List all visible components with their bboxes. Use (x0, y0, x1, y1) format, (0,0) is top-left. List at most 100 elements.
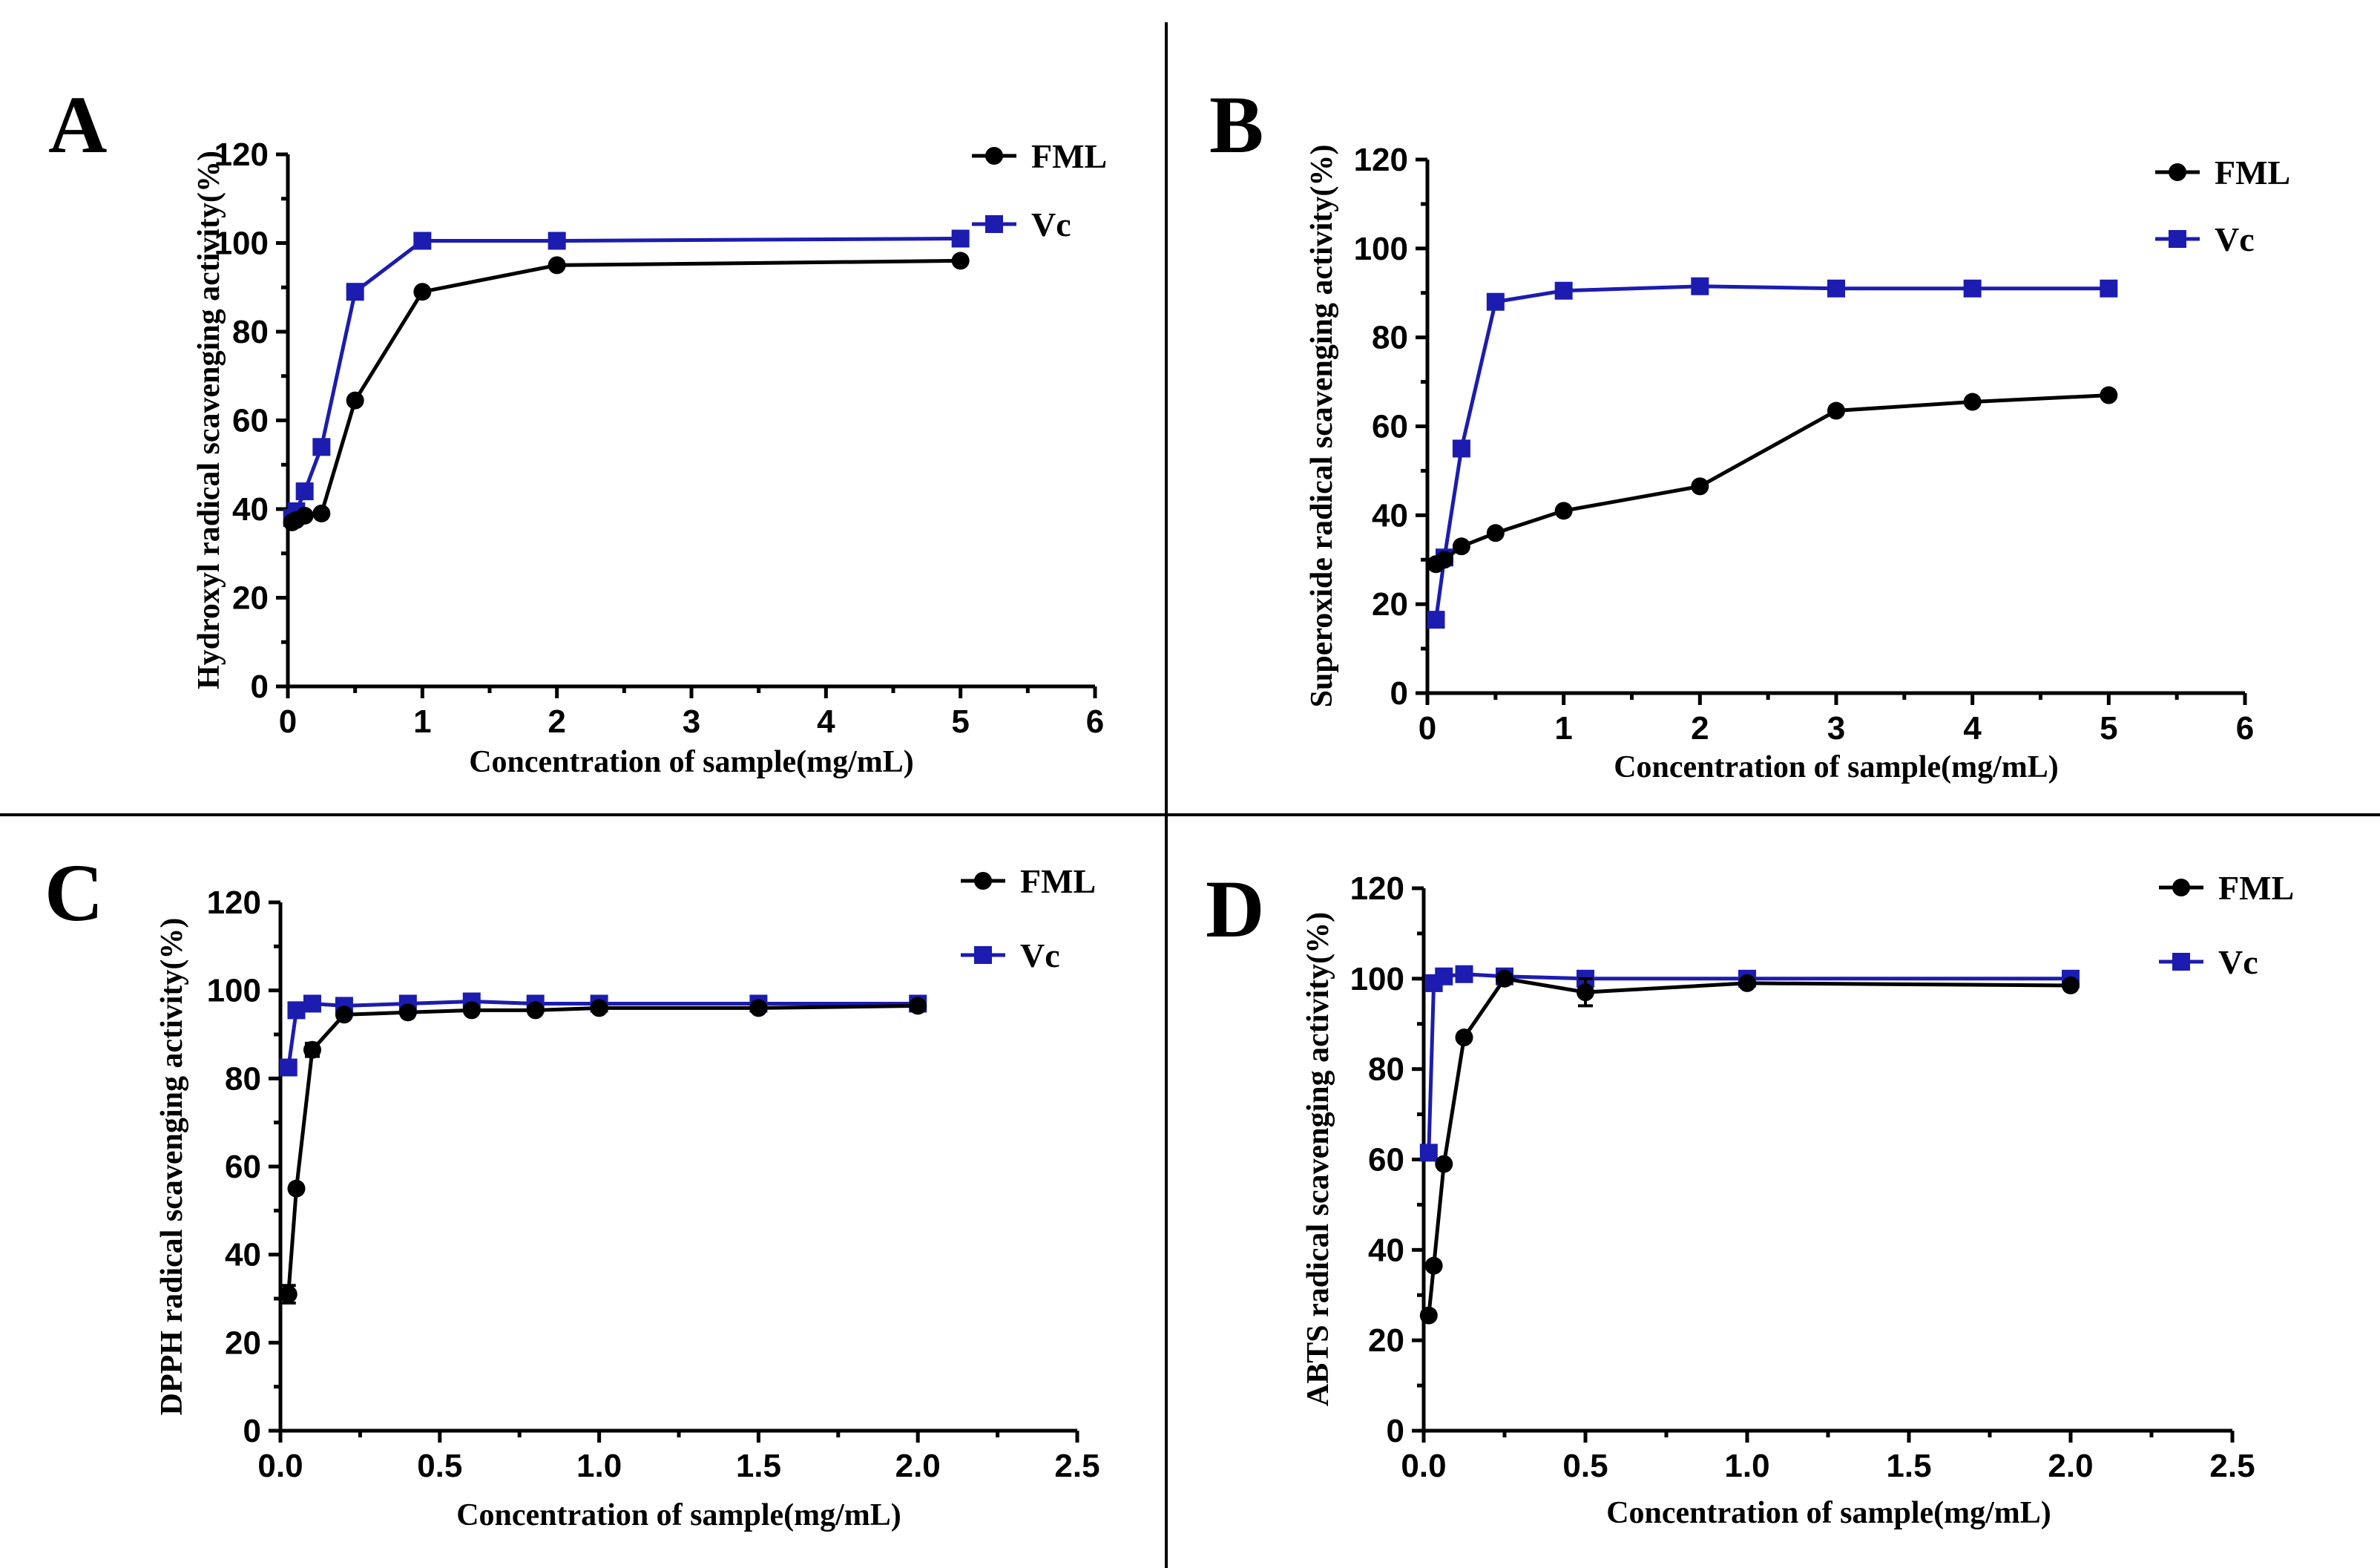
series-line-vc (1434, 284, 2109, 620)
data-point-fml (295, 506, 314, 525)
data-point-fml (1577, 983, 1594, 1002)
y-tick-label: 40 (1368, 1232, 1404, 1268)
x-axis-title: Concentration of sample(mg/mL) (1606, 1496, 2051, 1530)
x-tick-label: 1.5 (736, 1448, 781, 1484)
x-axis-title: Concentration of sample(mg/mL) (469, 745, 914, 779)
panel-letter-a: A (48, 79, 107, 170)
x-tick-label: 1.5 (1886, 1448, 1931, 1484)
x-tick-label: 1 (413, 703, 431, 740)
data-point-vc (303, 994, 321, 1013)
x-tick-label: 1 (1554, 710, 1572, 747)
data-point-fml (909, 997, 927, 1015)
data-point-vc (413, 232, 432, 250)
x-tick-label: 2.5 (1054, 1448, 1099, 1484)
panel-c: C 0 20 40 60 80 100 120 0.0 0.5 1.0 1.5 2.0 2.5 Concen… (45, 847, 1100, 1532)
legend-label-vc: Vc (1020, 936, 1060, 974)
x-tick-label: 0.5 (1562, 1448, 1608, 1484)
y-tick-label: 60 (1372, 409, 1408, 445)
y-axis-title: DPPH radical scavenging activity(%) (155, 918, 189, 1416)
data-point-fml (2062, 976, 2080, 994)
y-axis-title: ABTS radical scavenging activity(%) (1301, 912, 1335, 1406)
legend-label-fml: FML (2218, 869, 2294, 907)
series-line-vc (290, 237, 961, 519)
y-tick-label: 40 (232, 491, 269, 528)
x-tick-label: 2 (548, 703, 565, 740)
data-point-fml (1419, 1306, 1438, 1325)
x-tick-label: 1.0 (1724, 1448, 1769, 1484)
series-line-fml (1435, 393, 2109, 566)
y-tick-label: 80 (232, 314, 269, 350)
x-tick-label: 4 (817, 703, 835, 740)
x-tick-label: 2.0 (2048, 1448, 2093, 1484)
x-axis-title: Concentration of sample(mg/mL) (456, 1498, 901, 1532)
data-point-fml (346, 391, 364, 410)
x-tick-label: 5 (951, 703, 969, 740)
x-tick-label: 0.0 (257, 1448, 303, 1484)
data-point-vc (287, 1001, 306, 1020)
x-tick-label: 3 (1827, 710, 1845, 747)
y-tick-label: 20 (1372, 586, 1408, 623)
data-point-fml (413, 283, 432, 301)
legend-label-vc: Vc (1031, 206, 1071, 243)
y-tick-label: 120 (1350, 870, 1404, 907)
data-point-fml (1486, 524, 1505, 542)
y-tick-label: 80 (1372, 320, 1408, 356)
y-tick-label: 0 (1387, 1413, 1404, 1449)
data-point-vc (279, 1058, 298, 1077)
y-tick-label: 120 (214, 137, 269, 173)
data-point-fml (1691, 477, 1709, 496)
data-point-fml (335, 1006, 353, 1024)
data-point-vc (1827, 279, 1845, 298)
data-point-fml (1435, 1155, 1453, 1173)
data-point-fml (1452, 537, 1470, 556)
data-point-vc (1419, 1144, 1438, 1162)
panel-d: D 0 20 40 60 80 100 120 0.0 0.5 1.0 1.5 2.0 2.5 Concen… (1206, 864, 2294, 1530)
data-point-vc (295, 482, 314, 501)
y-tick-label: 20 (232, 580, 269, 617)
data-point-fml (1554, 502, 1573, 520)
y-tick-label: 20 (1368, 1322, 1404, 1359)
data-point-vc (1963, 279, 1982, 298)
data-point-fml (749, 999, 768, 1017)
legend-marker-vc (985, 215, 1003, 233)
legend-marker-fml (985, 147, 1003, 165)
x-tick-label: 0 (279, 703, 297, 740)
x-tick-label: 2 (1691, 710, 1709, 747)
y-tick-label: 60 (1368, 1142, 1404, 1178)
data-point-vc (1427, 611, 1445, 629)
data-point-fml (548, 256, 566, 275)
data-point-fml (1424, 1256, 1443, 1275)
panel-letter-d: D (1206, 864, 1264, 954)
y-axis-title: Hydroxyl radical scavenging activity(%) (192, 151, 226, 689)
series-line-fml (291, 258, 961, 525)
data-point-fml (1738, 974, 1756, 992)
legend-marker-vc (2169, 230, 2186, 248)
data-point-vc (1455, 965, 1473, 983)
data-point-fml (279, 1285, 298, 1304)
x-axis-title: Concentration of sample(mg/mL) (1614, 750, 2059, 784)
x-tick-label: 0.5 (417, 1448, 462, 1484)
data-point-fml (2100, 386, 2118, 404)
series-line-vc (1427, 972, 2071, 1153)
x-tick-label: 0.0 (1401, 1448, 1446, 1484)
data-point-fml (526, 1001, 545, 1020)
data-point-vc (312, 438, 331, 456)
x-tick-label: 6 (2236, 710, 2254, 747)
x-tick-label: 3 (683, 703, 700, 740)
series-line-fml (1427, 977, 2071, 1316)
y-tick-label: 0 (1390, 675, 1408, 712)
legend-label-fml: FML (2215, 154, 2290, 191)
y-tick-label: 80 (1368, 1052, 1404, 1088)
data-point-vc (548, 232, 566, 250)
y-tick-label: 100 (1354, 231, 1408, 267)
data-point-vc (1691, 277, 1709, 295)
x-tick-label: 0 (1419, 710, 1436, 747)
data-point-vc (1554, 281, 1573, 300)
x-tick-label: 1.0 (576, 1448, 622, 1484)
y-tick-label: 100 (207, 973, 261, 1009)
y-tick-label: 120 (1354, 142, 1408, 178)
y-tick-label: 60 (232, 403, 269, 439)
data-point-fml (398, 1003, 417, 1022)
x-tick-label: 6 (1086, 703, 1104, 740)
